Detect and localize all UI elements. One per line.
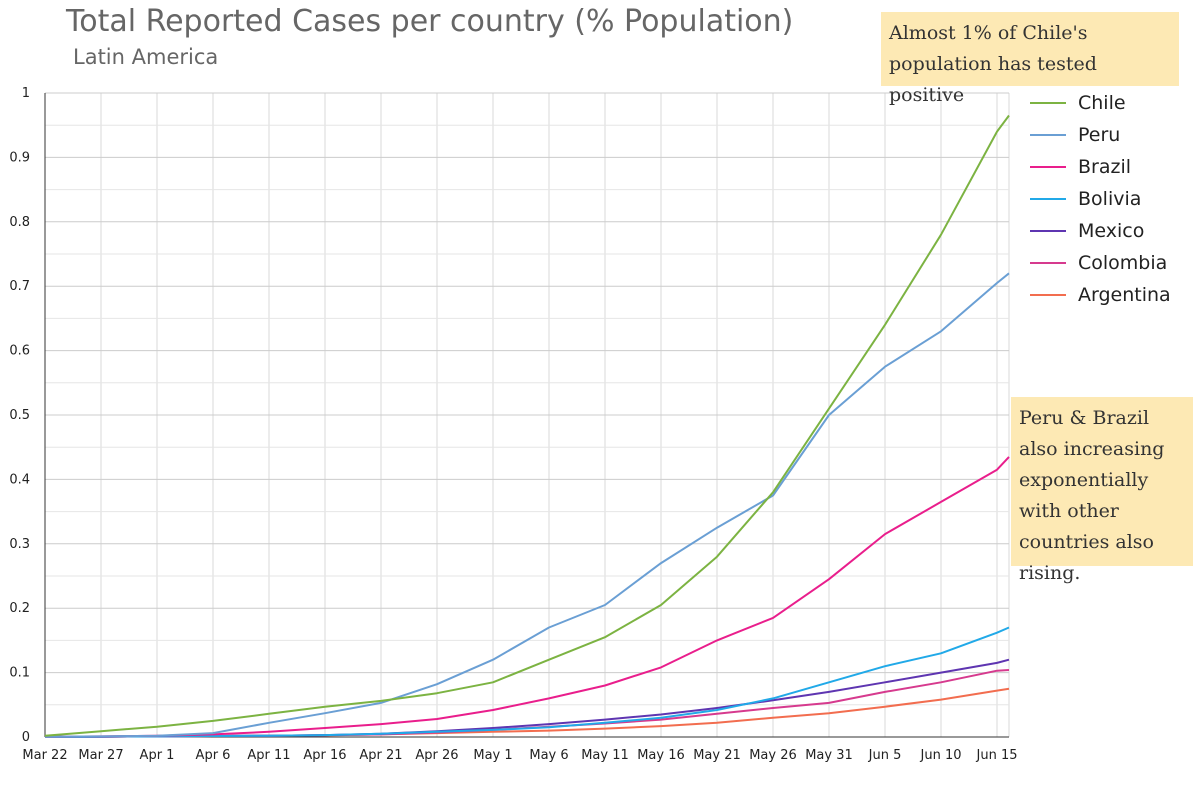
x-tick-label: Jun 5 — [868, 748, 902, 763]
x-tick-label: Mar 22 — [22, 748, 67, 763]
legend-label: Peru — [1078, 124, 1121, 146]
legend-swatch — [1030, 262, 1066, 264]
legend-label: Colombia — [1078, 252, 1168, 274]
legend-swatch — [1030, 294, 1066, 296]
x-tick-label: Apr 16 — [303, 748, 346, 763]
legend-item: Argentina — [1030, 279, 1171, 311]
x-tick-label: Apr 1 — [140, 748, 175, 763]
x-tick-label: May 21 — [693, 748, 741, 763]
x-tick-label: May 6 — [529, 748, 568, 763]
y-tick-label: 0.2 — [9, 601, 30, 616]
y-tick-labels: 0 0.1 0.2 0.3 0.4 0.5 0.6 0.7 0.8 0.9 1 — [9, 86, 30, 745]
x-tick-label: Apr 26 — [415, 748, 458, 763]
x-tick-label: Apr 6 — [196, 748, 231, 763]
legend-swatch — [1030, 134, 1066, 136]
legend-item: Brazil — [1030, 151, 1171, 183]
legend-swatch — [1030, 198, 1066, 200]
chart-legend: Chile Peru Brazil Bolivia Mexico Colombia Arge… — [1030, 87, 1171, 311]
legend-swatch — [1030, 102, 1066, 104]
legend-item: Peru — [1030, 119, 1171, 151]
y-tick-label: 0.1 — [9, 666, 30, 681]
x-tick-label: May 26 — [749, 748, 797, 763]
legend-label: Brazil — [1078, 156, 1132, 178]
x-tick-label: Mar 27 — [78, 748, 123, 763]
x-tick-label: May 1 — [473, 748, 512, 763]
y-tick-label: 0.4 — [9, 472, 30, 487]
x-tick-label: May 31 — [805, 748, 853, 763]
legend-label: Bolivia — [1078, 188, 1142, 210]
legend-item: Bolivia — [1030, 183, 1171, 215]
y-tick-label: 1 — [22, 86, 30, 101]
x-tick-label: Jun 10 — [920, 748, 962, 763]
legend-item: Colombia — [1030, 247, 1171, 279]
legend-label: Argentina — [1078, 284, 1171, 306]
x-tick-label: Jun 15 — [976, 748, 1018, 763]
series-lines — [44, 114, 1010, 738]
legend-swatch — [1030, 230, 1066, 232]
y-tick-label: 0 — [22, 730, 30, 745]
x-tick-labels: Mar 22 Mar 27 Apr 1 Apr 6 Apr 11 Apr 16 Apr 21… — [22, 748, 1017, 763]
legend-label: Chile — [1078, 92, 1126, 114]
y-tick-label: 0.5 — [9, 408, 30, 423]
legend-label: Mexico — [1078, 220, 1145, 242]
y-tick-label: 0.3 — [9, 537, 30, 552]
y-tick-label: 0.9 — [9, 150, 30, 165]
series-line-chile — [44, 114, 1010, 737]
series-line-bolivia — [44, 626, 1010, 738]
x-tick-label: May 16 — [637, 748, 685, 763]
series-line-peru — [44, 272, 1010, 738]
chart-title: Total Reported Cases per country (% Popu… — [66, 4, 794, 39]
x-tick-label: Apr 11 — [247, 748, 290, 763]
series-line-brazil — [44, 456, 1010, 738]
chart-subtitle: Latin America — [73, 45, 219, 69]
annotation-chile: Almost 1% of Chile's population has test… — [881, 12, 1179, 106]
y-tick-label: 0.8 — [9, 215, 30, 230]
legend-item: Chile — [1030, 87, 1171, 119]
legend-item: Mexico — [1030, 215, 1171, 247]
x-tick-label: May 11 — [581, 748, 629, 763]
annotation-peru-brazil: Peru & Brazil also increasing exponentia… — [1011, 397, 1193, 584]
x-tick-label: Apr 21 — [359, 748, 402, 763]
horizontal-gridlines — [45, 92, 1009, 738]
y-tick-label: 0.7 — [9, 279, 30, 294]
y-tick-label: 0.6 — [9, 344, 30, 359]
legend-swatch — [1030, 166, 1066, 168]
